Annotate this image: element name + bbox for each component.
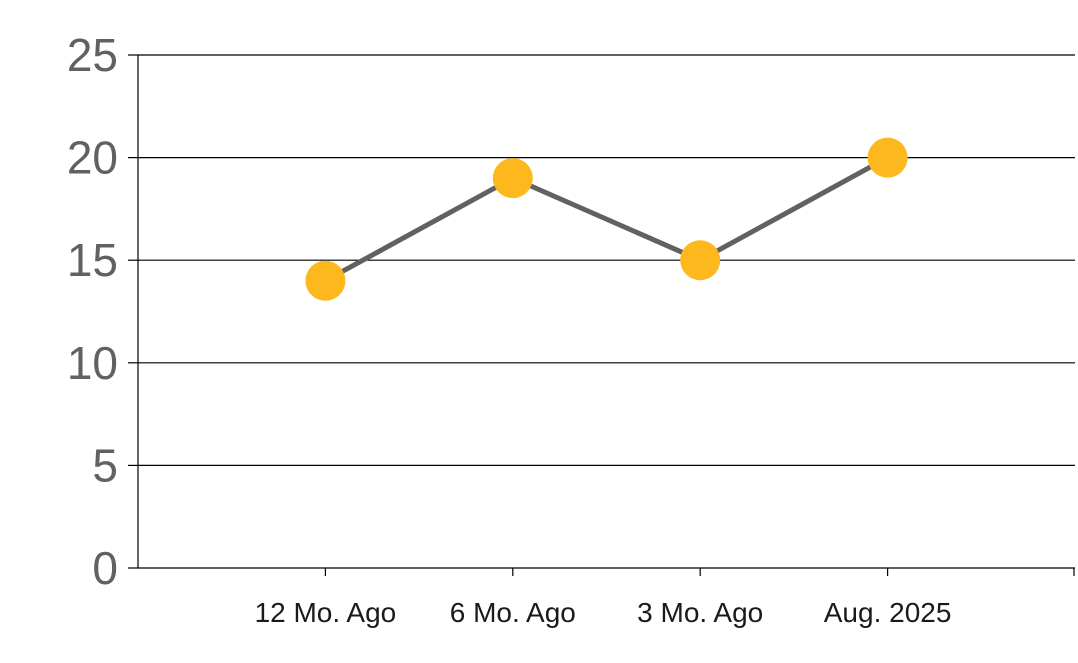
- series-layer: [305, 137, 908, 301]
- x-axis-tick-labels: 12 Mo. Ago 6 Mo. Ago 3 Mo. Ago Aug. 2025: [255, 597, 952, 628]
- x-tick-label: 12 Mo. Ago: [255, 597, 397, 628]
- y-tick-label: 10: [67, 337, 118, 389]
- data-point-marker: [492, 158, 533, 199]
- y-tick-label: 5: [92, 439, 118, 491]
- y-tick-label: 20: [67, 132, 118, 184]
- y-tick-label: 0: [92, 542, 118, 594]
- axes: [128, 54, 1075, 576]
- y-axis-tick-labels: 0 5 10 15 20 25: [67, 29, 118, 594]
- gridlines: [138, 54, 1075, 466]
- x-tick-label: Aug. 2025: [824, 597, 952, 628]
- data-point-marker: [680, 240, 721, 281]
- y-tick-label: 15: [67, 234, 118, 286]
- x-tick-label: 3 Mo. Ago: [637, 597, 763, 628]
- x-tick-label: 6 Mo. Ago: [450, 597, 576, 628]
- data-point-marker: [867, 137, 908, 178]
- data-point-marker: [305, 260, 346, 301]
- series-line: [322, 155, 891, 284]
- y-tick-label: 25: [67, 29, 118, 81]
